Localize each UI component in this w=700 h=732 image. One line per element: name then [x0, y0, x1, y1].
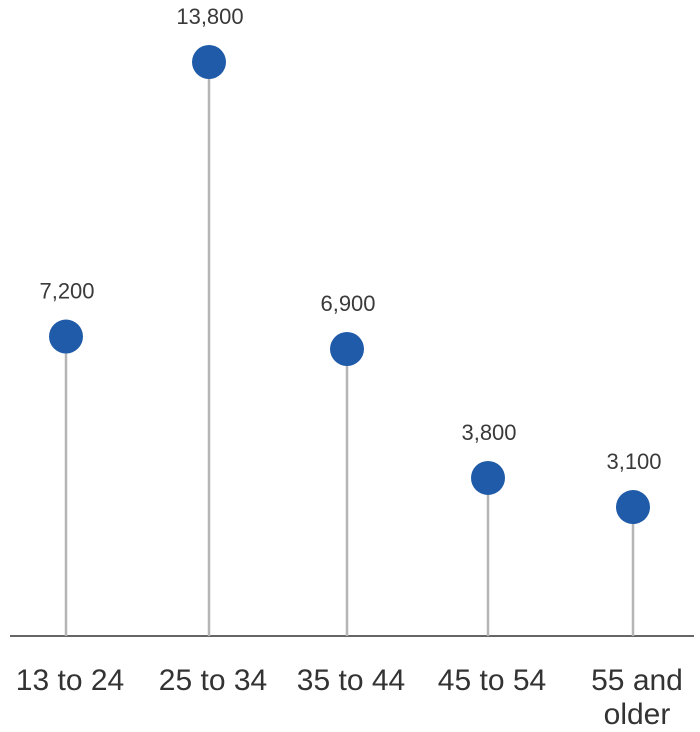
value-label-3: 3,800: [461, 420, 516, 445]
data-point-4: [616, 490, 650, 525]
data-point-1: [192, 45, 226, 79]
value-label-4: 3,100: [606, 449, 661, 474]
category-labels-group: 13 to 24 25 to 34 35 to 44 45 to 54 55 and ol…: [16, 664, 683, 731]
data-point-3: [471, 460, 505, 495]
category-label-0: 13 to 24: [16, 664, 124, 697]
category-label-3: 45 to 54: [438, 664, 546, 697]
markers-group: [49, 45, 650, 525]
value-labels-group: 7,200 13,800 6,900 3,800 3,100: [39, 4, 661, 474]
category-label-1: 25 to 34: [159, 664, 267, 697]
category-label-2: 35 to 44: [297, 664, 405, 697]
value-label-2: 6,900: [320, 291, 375, 316]
category-label-4: 55 and older: [591, 664, 683, 731]
value-label-1: 13,800: [176, 4, 243, 29]
stems-group: [64, 62, 635, 636]
data-point-2: [330, 332, 364, 366]
data-point-0: [49, 319, 83, 354]
value-label-0: 7,200: [39, 279, 94, 304]
